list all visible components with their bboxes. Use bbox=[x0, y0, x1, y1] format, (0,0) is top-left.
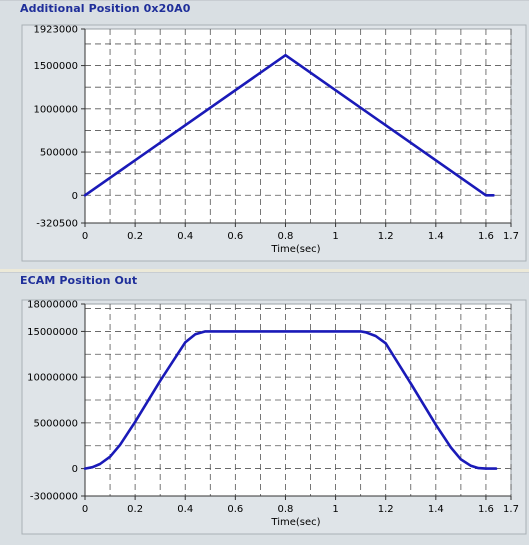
y-tick-label: 10000000 bbox=[27, 373, 78, 384]
x-tick-label: 0 bbox=[82, 231, 88, 242]
x-tick-label: 0.6 bbox=[227, 504, 243, 515]
x-tick-label: 1.4 bbox=[428, 504, 444, 515]
x-tick-label: 0.6 bbox=[227, 231, 243, 242]
x-tick-label: 1.2 bbox=[378, 231, 394, 242]
y-tick-label: 5000000 bbox=[33, 418, 78, 429]
x-tick-label: 1.6 bbox=[478, 231, 494, 242]
y-tick-label: 1000000 bbox=[33, 104, 78, 115]
x-tick-label: 0.4 bbox=[177, 504, 193, 515]
x-tick-label: 0.8 bbox=[278, 231, 294, 242]
y-tick-label: 0 bbox=[72, 464, 78, 475]
chart-title: ECAM Position Out bbox=[20, 274, 138, 287]
chart-panel-ecam-position: ECAM Position Out -3000000 0 5000000 100000… bbox=[0, 272, 529, 545]
chart-title: Additional Position 0x20A0 bbox=[20, 2, 191, 15]
x-axis-title: Time(sec) bbox=[270, 244, 320, 255]
x-tick-label: 0.2 bbox=[127, 504, 143, 515]
series-line bbox=[83, 330, 498, 470]
y-tick-label: 0 bbox=[72, 191, 78, 202]
x-tick-label: 1 bbox=[332, 231, 338, 242]
y-tick-label: 1500000 bbox=[33, 61, 78, 72]
x-tick-label: 0 bbox=[82, 504, 88, 515]
x-axis-title: Time(sec) bbox=[270, 517, 320, 528]
y-tick-label: -320500 bbox=[36, 219, 78, 230]
x-tick-label: 1 bbox=[332, 504, 338, 515]
x-tick-label: 0.2 bbox=[127, 231, 143, 242]
y-tick-label: -3000000 bbox=[30, 492, 78, 503]
y-tick-label: 500000 bbox=[40, 148, 78, 159]
x-tick-label: 0.4 bbox=[177, 231, 193, 242]
y-tick-label: 18000000 bbox=[27, 300, 78, 311]
x-tick-label: 1.7 bbox=[503, 231, 519, 242]
y-tick-label: 1923000 bbox=[33, 25, 78, 36]
series-line bbox=[83, 53, 495, 197]
x-tick-label: 0.8 bbox=[278, 504, 294, 515]
chart-panel-additional-position: Additional Position 0x20A0 -320500 0 50000… bbox=[0, 0, 529, 269]
x-tick-label: 1.4 bbox=[428, 231, 444, 242]
ecam-position-chart: -3000000 0 5000000 10000000 15000000 18000000… bbox=[21, 299, 527, 535]
x-tick-label: 1.7 bbox=[503, 504, 519, 515]
additional-position-chart: -320500 0 500000 1000000 1500000 1923000 0 0.2 0… bbox=[21, 24, 527, 262]
x-tick-label: 1.2 bbox=[378, 504, 394, 515]
plot-area bbox=[84, 28, 512, 224]
x-tick-label: 1.6 bbox=[478, 504, 494, 515]
y-tick-label: 15000000 bbox=[27, 327, 78, 338]
